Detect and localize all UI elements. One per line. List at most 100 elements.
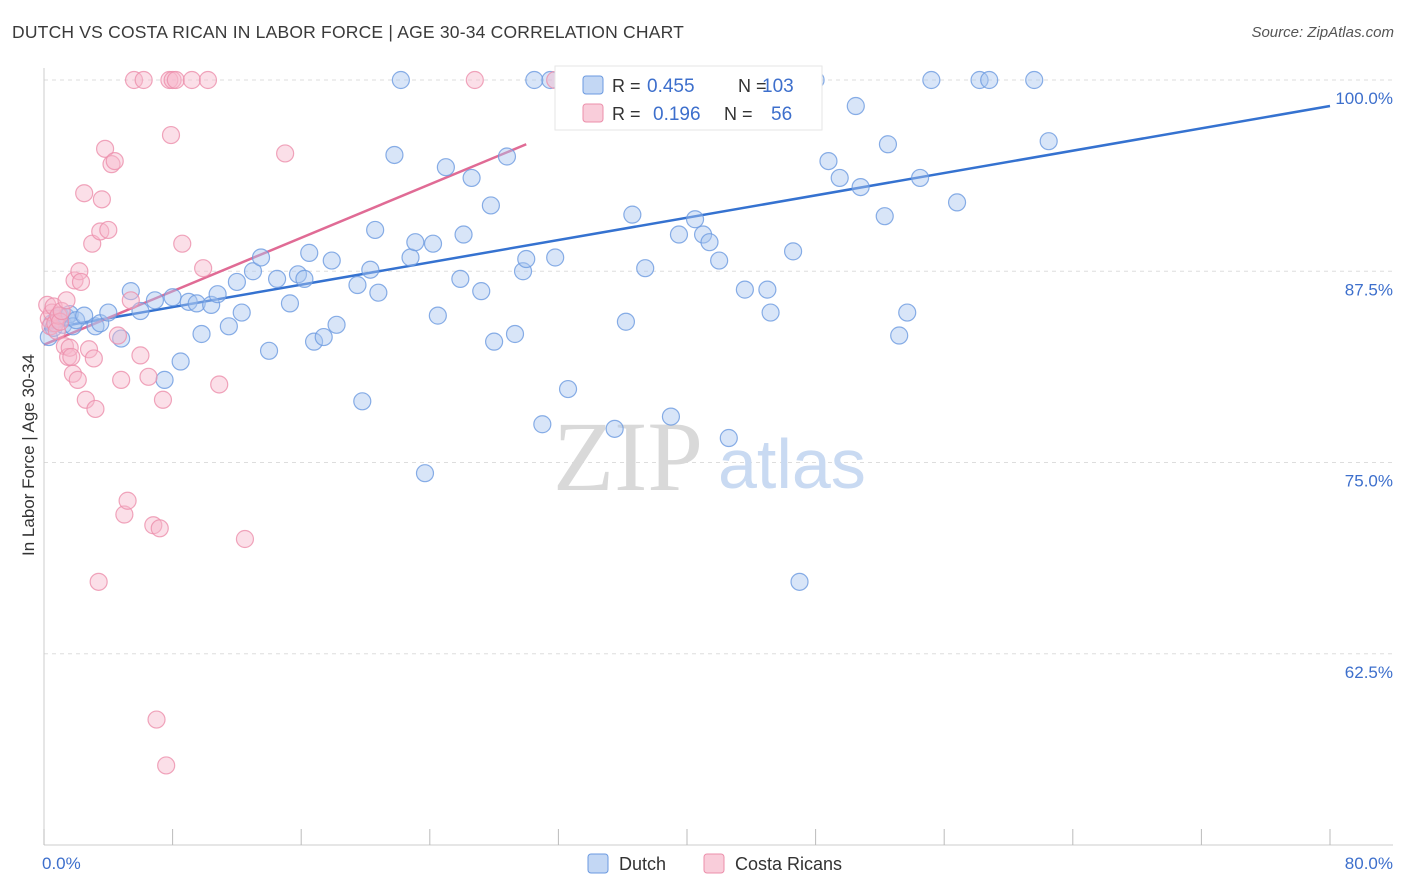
point-dutch-43 xyxy=(361,260,380,279)
point-dutch-64 xyxy=(525,70,544,90)
point-dutch-76 xyxy=(661,407,681,426)
point-costa-ricans-56 xyxy=(235,529,255,549)
y-tick-label-3: 100.0% xyxy=(1335,89,1393,108)
point-dutch-90 xyxy=(819,151,838,171)
y-axis-title: In Labor Force | Age 30-34 xyxy=(19,354,38,556)
point-dutch-42 xyxy=(353,392,372,411)
point-costa-ricans-46 xyxy=(157,756,176,775)
grid-lines xyxy=(44,79,1393,655)
point-dutch-37 xyxy=(304,332,324,351)
point-costa-ricans-48 xyxy=(161,125,181,145)
point-dutch-55 xyxy=(454,225,473,244)
y-tick-label-1: 75.0% xyxy=(1345,472,1393,491)
point-costa-ricans-11 xyxy=(57,291,76,310)
point-costa-ricans-44 xyxy=(150,519,169,538)
trendline-costa-ricans xyxy=(43,143,527,346)
point-dutch-81 xyxy=(710,251,729,270)
point-costa-ricans-20 xyxy=(75,184,94,203)
point-costa-ricans-41 xyxy=(139,367,158,386)
legend-n-value-dutch: 103 xyxy=(762,76,794,97)
point-dutch-45 xyxy=(369,283,388,302)
point-dutch-20 xyxy=(171,352,190,371)
point-dutch-87 xyxy=(783,242,803,261)
point-costa-ricans-43 xyxy=(147,710,166,729)
bottom-legend: Dutch Costa Ricans xyxy=(587,853,842,874)
point-dutch-26 xyxy=(219,317,238,336)
point-dutch-11 xyxy=(86,317,105,336)
point-dutch-54 xyxy=(451,269,470,288)
point-dutch-72 xyxy=(616,312,636,331)
legend-r-value-dutch: 0.455 xyxy=(647,76,695,97)
point-dutch-24 xyxy=(202,295,221,315)
point-dutch-10 xyxy=(75,306,94,325)
point-dutch-34 xyxy=(288,265,308,284)
legend-r-label-costa-ricans: R = xyxy=(612,104,641,124)
point-costa-ricans-55 xyxy=(210,375,229,394)
point-dutch-46 xyxy=(385,145,404,165)
point-dutch-49 xyxy=(406,233,425,252)
point-dutch-94 xyxy=(875,207,894,226)
point-costa-ricans-37 xyxy=(121,291,140,310)
point-dutch-23 xyxy=(192,324,211,344)
point-dutch-14 xyxy=(112,329,131,348)
point-dutch-65 xyxy=(533,415,552,434)
source-credit: Source: ZipAtlas.com xyxy=(1251,24,1394,41)
point-dutch-67 xyxy=(546,248,565,267)
y-tick-label-0: 62.5% xyxy=(1345,663,1393,682)
point-dutch-91 xyxy=(830,168,849,188)
legend-swatch-dutch xyxy=(582,75,604,95)
legend-n-label-dutch: N = xyxy=(738,76,767,96)
watermark: ZIP atlas xyxy=(553,401,866,512)
point-dutch-83 xyxy=(735,280,754,299)
point-costa-ricans-24 xyxy=(84,349,103,368)
point-dutch-85 xyxy=(758,280,777,299)
bottom-legend-costa-ricans: Costa Ricans xyxy=(735,854,842,874)
point-dutch-60 xyxy=(497,147,517,166)
point-dutch-88 xyxy=(790,572,809,591)
point-dutch-18 xyxy=(155,370,174,389)
bottom-legend-dutch: Dutch xyxy=(619,854,666,874)
point-dutch-50 xyxy=(415,464,435,483)
point-costa-ricans-36 xyxy=(118,491,137,510)
bottom-legend-swatch-dutch xyxy=(587,853,609,874)
point-costa-ricans-54 xyxy=(198,70,218,90)
point-dutch-102 xyxy=(980,70,999,90)
point-dutch-30 xyxy=(251,248,271,267)
chart-title: DUTCH VS COSTA RICAN IN LABOR FORCE | AG… xyxy=(12,22,684,42)
legend-n-label-costa-ricans: N = xyxy=(724,104,753,124)
legend-swatch-costa-ricans xyxy=(582,103,604,123)
point-dutch-39 xyxy=(322,251,341,270)
x-tick-label-max: 80.0% xyxy=(1345,854,1393,873)
point-dutch-32 xyxy=(267,269,287,288)
point-costa-ricans-40 xyxy=(134,70,153,90)
point-dutch-31 xyxy=(259,341,279,360)
point-dutch-92 xyxy=(846,96,865,116)
point-dutch-73 xyxy=(623,205,642,224)
legend-r-label-dutch: R = xyxy=(612,76,641,96)
bottom-legend-swatch-costa-ricans xyxy=(703,853,725,874)
point-dutch-13 xyxy=(99,303,118,322)
point-dutch-99 xyxy=(922,70,941,90)
point-dutch-59 xyxy=(485,332,504,351)
point-dutch-86 xyxy=(761,303,780,322)
legend-n-value-costa-ricans: 56 xyxy=(771,104,792,125)
point-costa-ricans-32 xyxy=(105,151,124,171)
point-costa-ricans-50 xyxy=(166,70,185,90)
point-dutch-51 xyxy=(423,234,443,253)
point-dutch-17 xyxy=(145,291,165,310)
point-dutch-101 xyxy=(970,70,989,90)
point-dutch-27 xyxy=(227,272,246,292)
watermark-atlas: atlas xyxy=(718,425,866,503)
point-costa-ricans-45 xyxy=(153,390,173,409)
point-dutch-68 xyxy=(558,379,578,399)
point-costa-ricans-33 xyxy=(108,326,128,345)
watermark-zip: ZIP xyxy=(553,401,703,512)
point-dutch-63 xyxy=(517,249,536,269)
point-dutch-103 xyxy=(1025,70,1044,90)
point-dutch-57 xyxy=(472,282,491,301)
point-dutch-48 xyxy=(401,248,420,267)
point-dutch-96 xyxy=(890,326,909,345)
point-dutch-44 xyxy=(366,220,385,240)
point-dutch-104 xyxy=(1039,132,1058,151)
